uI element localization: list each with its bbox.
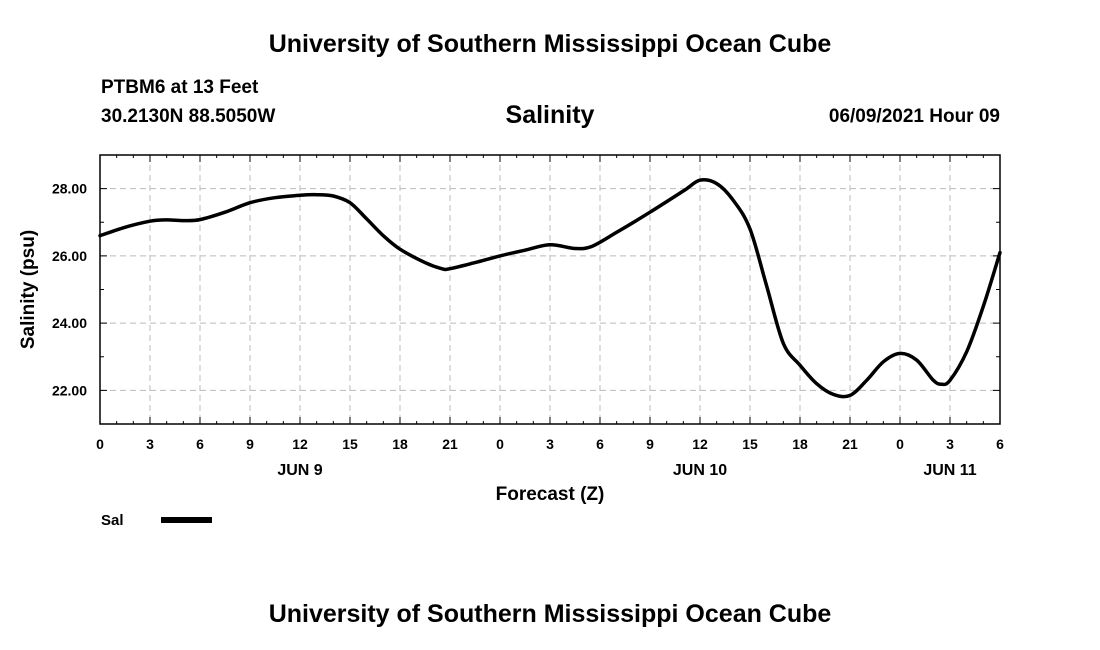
x-tick-label: 15 <box>742 436 758 452</box>
legend: Sal <box>101 512 212 529</box>
x-tick-label: 0 <box>96 436 104 452</box>
x-tick-label: 9 <box>246 436 254 452</box>
x-tick-label: 6 <box>596 436 604 452</box>
legend-label: Sal <box>101 512 124 529</box>
footer-title: University of Southern Mississippi Ocean… <box>268 600 832 628</box>
x-tick-label: 6 <box>996 436 1004 452</box>
day-label: JUN 11 <box>923 462 976 479</box>
x-tick-label: 18 <box>392 436 408 452</box>
y-tick-label: 28.00 <box>52 181 87 197</box>
x-axis-label: Forecast (Z) <box>496 484 605 505</box>
station-coordinates: 30.2130N 88.5050W <box>101 106 276 127</box>
y-tick-label: 26.00 <box>52 248 87 264</box>
day-label: JUN 10 <box>673 462 727 479</box>
y-axis-label: Salinity (psu) <box>18 230 39 349</box>
station-name: PTBM6 at 13 Feet <box>101 77 259 98</box>
x-tick-label: 6 <box>196 436 204 452</box>
series-layer <box>98 177 1002 399</box>
x-tick-label: 21 <box>442 436 458 452</box>
series-line-sal <box>98 177 1002 399</box>
forecast-date: 06/09/2021 Hour 09 <box>828 106 1000 127</box>
x-tick-label: 21 <box>842 436 858 452</box>
x-tick-label: 0 <box>896 436 904 452</box>
ticks-layer: 0 3 6 9 12 15 18 21 0 3 6 9 12 15 18 21 0 3 6 22.00 24.00 26.… <box>52 154 1004 479</box>
day-label: JUN 9 <box>277 462 322 479</box>
x-tick-label: 15 <box>342 436 358 452</box>
grid-layer <box>100 155 1000 424</box>
chart-title: Salinity <box>505 101 595 129</box>
header-title: University of Southern Mississippi Ocean… <box>268 30 832 58</box>
x-tick-label: 9 <box>646 436 654 452</box>
x-tick-label: 18 <box>792 436 808 452</box>
x-tick-label: 0 <box>496 436 504 452</box>
x-tick-label: 12 <box>292 436 308 452</box>
x-tick-label: 3 <box>146 436 154 452</box>
x-tick-label: 3 <box>546 436 554 452</box>
y-tick-label: 24.00 <box>52 315 87 331</box>
x-tick-label: 12 <box>692 436 708 452</box>
x-tick-label: 3 <box>946 436 954 452</box>
y-tick-label: 22.00 <box>52 382 87 398</box>
